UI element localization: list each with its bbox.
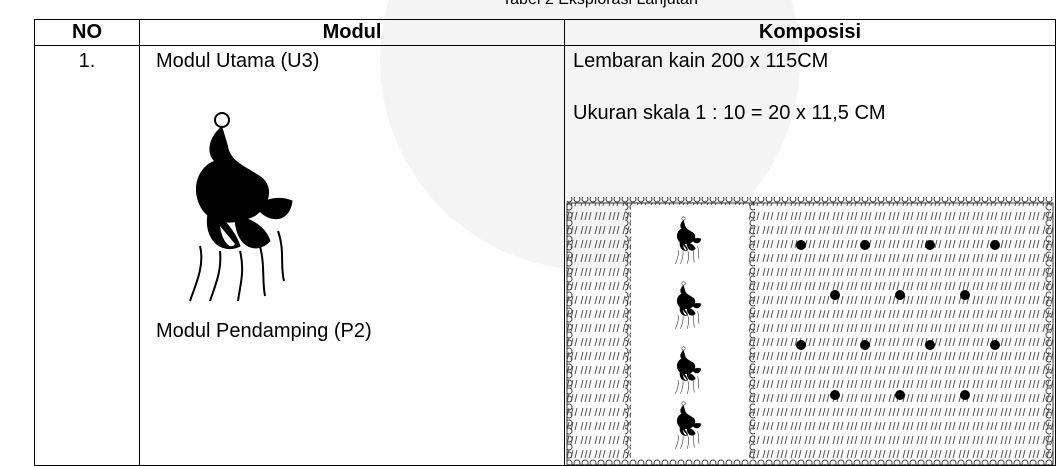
header-cell: Komposisi bbox=[564, 19, 1056, 46]
module-label: Modul Utama (U3) bbox=[156, 50, 320, 72]
header-row: NO Modul Komposisi bbox=[34, 19, 1056, 46]
table: NO Modul Komposisi 1. Modul Utama (U3) bbox=[34, 19, 1056, 466]
cell: Modul Utama (U3) bbox=[139, 45, 565, 466]
peacock-image bbox=[189, 112, 293, 302]
composition-text: Ukuran skala 1 : 10 = 20 x 11,5 CM bbox=[573, 102, 886, 124]
module-label: Modul Pendamping (P2) bbox=[156, 320, 372, 342]
cell: 1. bbox=[34, 45, 140, 466]
composition-text: Lembaran kain 200 x 115CM bbox=[573, 50, 829, 72]
fabric-composition-image bbox=[566, 197, 1054, 465]
row: 1. Modul Utama (U3) bbox=[34, 45, 1056, 466]
header-cell: Modul bbox=[139, 19, 565, 46]
row-number: 1. bbox=[78, 50, 96, 72]
header-cell: NO bbox=[34, 19, 140, 46]
cell: Lembaran kain 200 x 115CM Ukuran skala 1… bbox=[564, 45, 1056, 466]
caption: Tabel 2 Eksplorasi Lanjutan bbox=[0, 0, 1059, 9]
